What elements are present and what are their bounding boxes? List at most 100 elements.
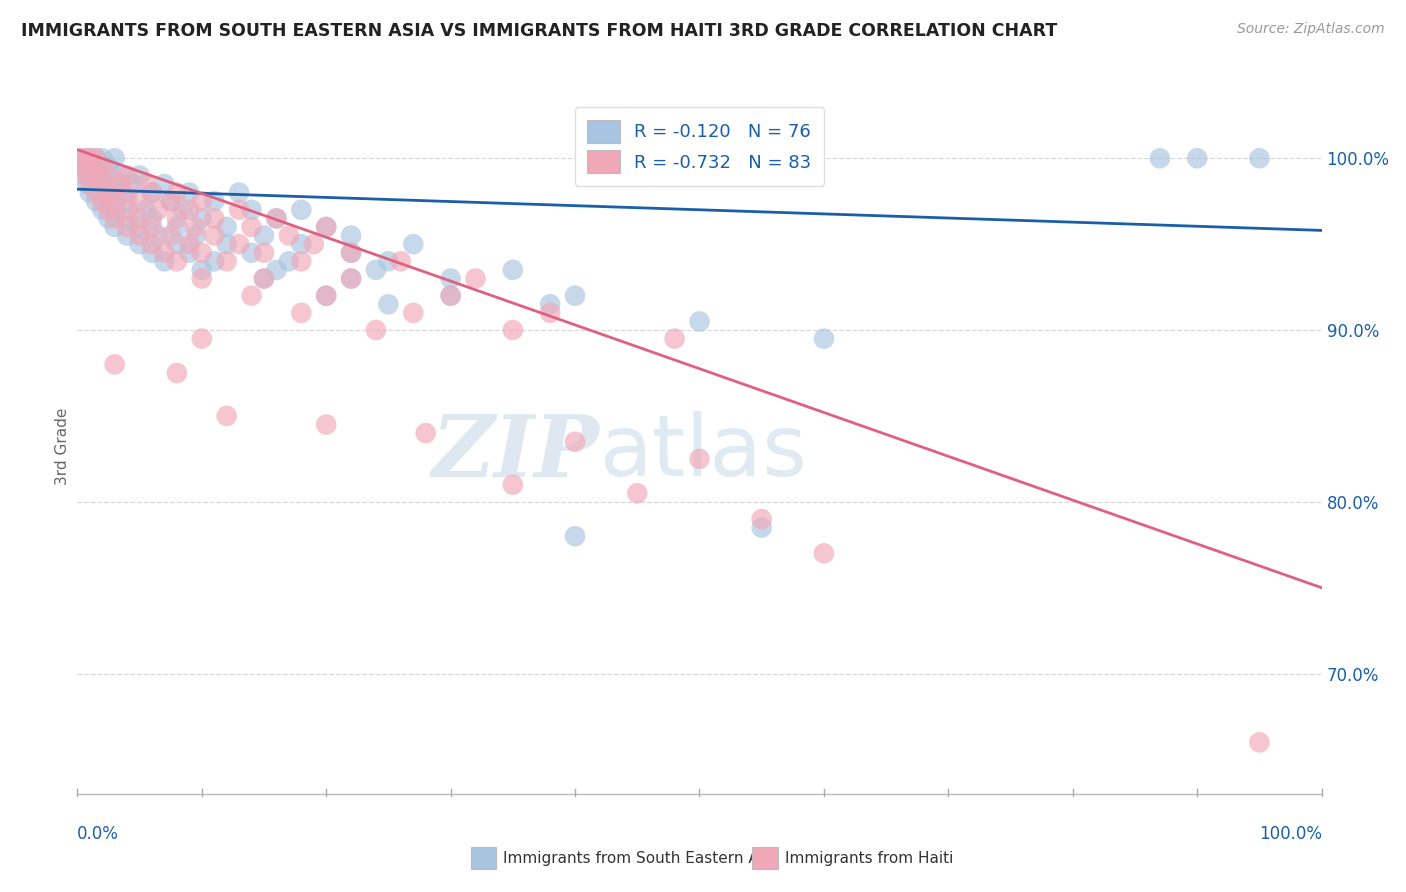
Point — [104, 151, 127, 165]
Point — [564, 434, 586, 449]
Point — [179, 186, 201, 200]
Point — [1249, 151, 1271, 165]
Point — [340, 271, 363, 285]
Point — [290, 254, 312, 268]
Point — [240, 245, 263, 260]
Point — [110, 169, 132, 183]
Point — [364, 263, 387, 277]
Point — [1187, 151, 1209, 165]
Point — [415, 426, 437, 441]
Point — [277, 254, 299, 268]
Text: 0.0%: 0.0% — [77, 825, 120, 843]
Point — [215, 219, 238, 234]
Point — [315, 219, 337, 234]
Point — [751, 520, 773, 534]
Point — [253, 271, 276, 285]
Point — [184, 219, 207, 234]
Point — [166, 366, 188, 380]
Text: Source: ZipAtlas.com: Source: ZipAtlas.com — [1237, 22, 1385, 37]
Text: Immigrants from Haiti: Immigrants from Haiti — [785, 851, 953, 865]
Point — [97, 194, 120, 209]
Point — [179, 245, 201, 260]
Point — [191, 194, 214, 209]
Point — [439, 288, 461, 302]
Point — [240, 219, 263, 234]
Point — [101, 177, 124, 191]
Point — [84, 151, 107, 165]
Point — [290, 306, 312, 320]
Point — [115, 186, 138, 200]
Point — [377, 254, 399, 268]
Point — [364, 323, 387, 337]
Point — [72, 160, 94, 174]
Point — [502, 323, 524, 337]
Point — [166, 219, 188, 234]
Point — [110, 186, 132, 200]
Point — [277, 228, 299, 243]
Point — [315, 219, 337, 234]
Point — [689, 451, 711, 466]
Point — [340, 271, 363, 285]
Point — [1249, 735, 1271, 749]
Point — [202, 194, 225, 209]
Point — [84, 186, 107, 200]
Point — [104, 358, 127, 372]
Point — [141, 245, 163, 260]
Point — [75, 151, 97, 165]
Point — [79, 186, 101, 200]
Point — [97, 160, 120, 174]
Point — [97, 186, 120, 200]
Point — [159, 228, 181, 243]
Point — [91, 194, 114, 209]
Point — [128, 219, 150, 234]
Point — [290, 237, 312, 252]
Point — [689, 314, 711, 328]
Point — [315, 288, 337, 302]
Point — [115, 211, 138, 226]
Point — [538, 297, 561, 311]
Point — [340, 228, 363, 243]
Point — [104, 194, 127, 209]
Point — [159, 194, 181, 209]
Point — [166, 211, 188, 226]
Point — [72, 169, 94, 183]
Point — [502, 263, 524, 277]
Point — [315, 417, 337, 432]
Point — [228, 202, 250, 217]
Point — [76, 160, 98, 174]
Point — [135, 177, 157, 191]
Point — [266, 211, 288, 226]
Point — [751, 512, 773, 526]
Point — [141, 211, 163, 226]
Point — [153, 245, 176, 260]
Point — [128, 169, 150, 183]
Point — [340, 245, 363, 260]
Point — [84, 194, 107, 209]
Point — [110, 177, 132, 191]
Point — [191, 211, 214, 226]
Point — [115, 169, 138, 183]
Point — [91, 177, 114, 191]
Point — [191, 271, 214, 285]
Point — [97, 169, 120, 183]
Point — [290, 202, 312, 217]
Point — [91, 160, 114, 174]
Point — [84, 151, 107, 165]
Point — [228, 237, 250, 252]
Point — [128, 194, 150, 209]
Point — [191, 245, 214, 260]
Point — [240, 202, 263, 217]
Point — [104, 202, 127, 217]
Point — [148, 228, 170, 243]
Point — [253, 245, 276, 260]
Point — [84, 169, 107, 183]
Point — [79, 169, 101, 183]
Point — [202, 228, 225, 243]
Point — [115, 219, 138, 234]
Text: 100.0%: 100.0% — [1258, 825, 1322, 843]
Point — [115, 202, 138, 217]
Point — [166, 237, 188, 252]
Point — [91, 151, 114, 165]
Point — [202, 254, 225, 268]
Point — [84, 177, 107, 191]
